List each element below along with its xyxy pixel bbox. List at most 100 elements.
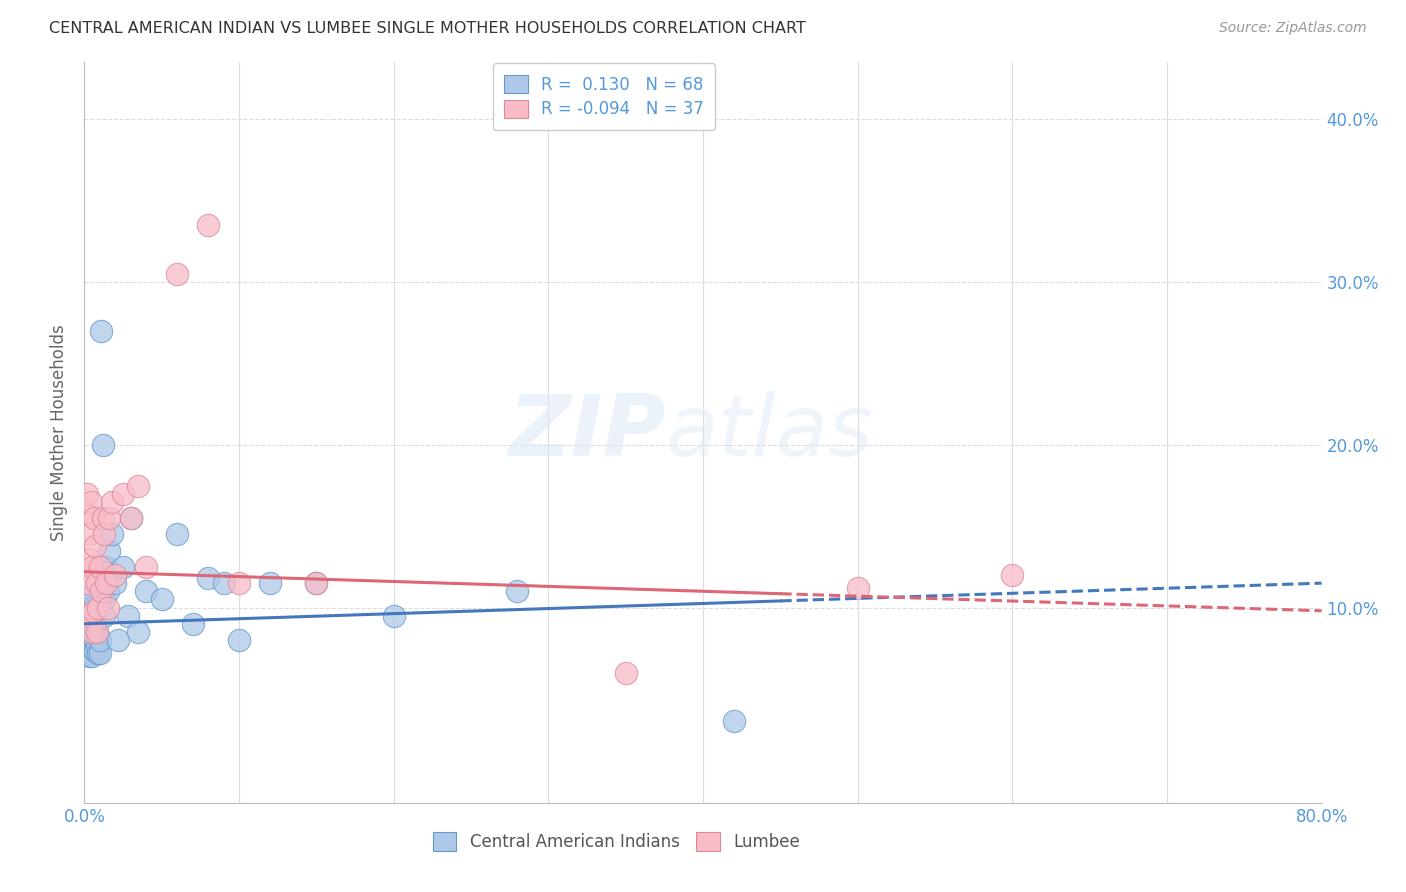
Point	[197, 571, 219, 585]
Point	[305, 576, 328, 591]
Point	[107, 633, 129, 648]
Point	[94, 559, 117, 574]
Text: atlas: atlas	[666, 391, 875, 475]
Point	[76, 614, 98, 628]
Point	[120, 511, 142, 525]
Point	[197, 218, 219, 232]
Point	[82, 600, 104, 615]
Point	[77, 551, 100, 566]
Point	[112, 559, 135, 574]
Text: CENTRAL AMERICAN INDIAN VS LUMBEE SINGLE MOTHER HOUSEHOLDS CORRELATION CHART: CENTRAL AMERICAN INDIAN VS LUMBEE SINGLE…	[49, 21, 806, 37]
Point	[83, 511, 105, 525]
Point	[84, 644, 107, 658]
Point	[77, 614, 100, 628]
Point	[127, 624, 149, 639]
Point	[90, 584, 112, 599]
Point	[83, 604, 105, 618]
Point	[77, 584, 100, 599]
Point	[91, 438, 114, 452]
Point	[75, 616, 97, 631]
Point	[228, 576, 250, 591]
Point	[117, 608, 139, 623]
Point	[84, 539, 107, 553]
Point	[87, 646, 110, 660]
Point	[305, 576, 328, 591]
Point	[77, 649, 100, 664]
Point	[83, 641, 105, 656]
Point	[77, 527, 100, 541]
Point	[82, 620, 104, 634]
Point	[89, 559, 111, 574]
Point	[91, 511, 114, 525]
Point	[86, 576, 108, 591]
Point	[76, 486, 98, 500]
Point	[83, 616, 105, 631]
Point	[79, 600, 101, 615]
Point	[96, 600, 118, 615]
Point	[382, 608, 405, 623]
Point	[1001, 568, 1024, 582]
Point	[104, 568, 127, 582]
Point	[101, 495, 124, 509]
Point	[82, 588, 104, 602]
Point	[89, 633, 111, 648]
Point	[79, 646, 101, 660]
Y-axis label: Single Mother Households: Single Mother Households	[51, 325, 69, 541]
Point	[93, 527, 115, 541]
Point	[259, 576, 281, 591]
Text: ZIP: ZIP	[508, 391, 666, 475]
Point	[135, 559, 157, 574]
Point	[76, 641, 98, 656]
Point	[87, 630, 110, 644]
Point	[89, 646, 111, 660]
Point	[135, 584, 157, 599]
Point	[228, 633, 250, 648]
Point	[212, 576, 235, 591]
Point	[75, 608, 97, 623]
Point	[98, 511, 121, 525]
Point	[181, 616, 204, 631]
Point	[77, 620, 100, 634]
Point	[506, 584, 529, 599]
Point	[93, 592, 115, 607]
Point	[127, 478, 149, 492]
Point	[86, 624, 108, 639]
Point	[82, 559, 104, 574]
Point	[79, 636, 101, 650]
Point	[82, 641, 104, 656]
Point	[77, 630, 100, 644]
Point	[98, 543, 121, 558]
Point	[112, 486, 135, 500]
Point	[86, 640, 108, 654]
Point	[75, 506, 97, 520]
Point	[150, 592, 173, 607]
Point	[84, 633, 107, 648]
Point	[94, 576, 117, 591]
Point	[84, 620, 107, 634]
Point	[77, 600, 100, 615]
Point	[82, 649, 104, 664]
Point	[87, 600, 110, 615]
Point	[93, 608, 115, 623]
Point	[166, 527, 188, 541]
Point	[614, 665, 637, 680]
Point	[96, 584, 118, 599]
Point	[86, 624, 108, 639]
Point	[723, 714, 745, 729]
Point	[104, 576, 127, 591]
Point	[83, 630, 105, 644]
Point	[79, 624, 101, 639]
Text: Source: ZipAtlas.com: Source: ZipAtlas.com	[1219, 21, 1367, 36]
Point	[120, 511, 142, 525]
Point	[79, 495, 101, 509]
Point	[79, 608, 101, 623]
Point	[77, 636, 100, 650]
Point	[75, 633, 97, 648]
Point	[166, 267, 188, 281]
Point	[75, 568, 97, 582]
Point	[76, 576, 98, 591]
Point	[76, 624, 98, 639]
Point	[75, 624, 97, 639]
Point	[82, 624, 104, 639]
Point	[77, 592, 100, 607]
